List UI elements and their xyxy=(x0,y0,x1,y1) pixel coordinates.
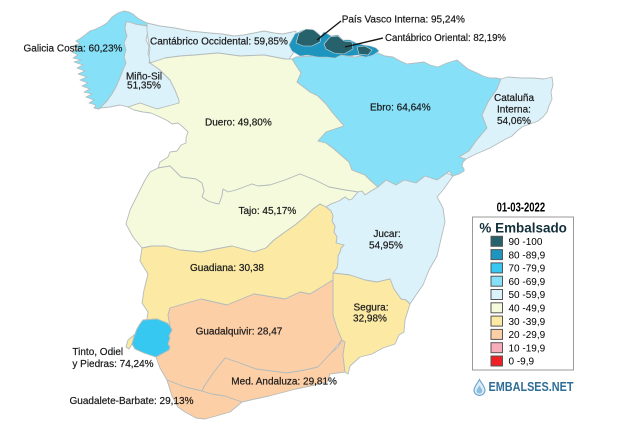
svg-text:Ebro: 64,64%: Ebro: 64,64% xyxy=(370,103,431,114)
svg-text:Med. Andaluza: 29,81%: Med. Andaluza: 29,81% xyxy=(231,377,337,388)
svg-text:Duero: 49,80%: Duero: 49,80% xyxy=(205,118,272,129)
svg-text:54,06%: 54,06% xyxy=(497,116,531,127)
svg-text:32,98%: 32,98% xyxy=(353,314,387,325)
svg-text:Cantábrico Oriental: 82,19%: Cantábrico Oriental: 82,19% xyxy=(385,33,506,44)
svg-text:01-03-2022: 01-03-2022 xyxy=(497,200,545,215)
svg-text:Guadalquivir: 28,47: Guadalquivir: 28,47 xyxy=(196,327,283,338)
svg-text:51,35%: 51,35% xyxy=(127,81,161,92)
svg-text:Tajo: 45,17%: Tajo: 45,17% xyxy=(239,206,297,217)
svg-text:60 -69,9: 60 -69,9 xyxy=(509,277,546,288)
svg-text:Interna:: Interna: xyxy=(497,105,531,116)
svg-text:Guadiana: 30,38: Guadiana: 30,38 xyxy=(190,263,264,274)
svg-text:Segura:: Segura: xyxy=(353,303,388,314)
svg-text:Tinto, Odiel: Tinto, Odiel xyxy=(72,347,123,358)
svg-text:70 -79,9: 70 -79,9 xyxy=(509,264,546,275)
svg-text:20 -29,9: 20 -29,9 xyxy=(509,330,546,341)
svg-text:% Embalsado: % Embalsado xyxy=(479,221,567,236)
svg-text:Guadalete-Barbate: 29,13%: Guadalete-Barbate: 29,13% xyxy=(70,396,194,407)
svg-text:54,95%: 54,95% xyxy=(369,241,403,252)
svg-text:EMBALSES.NET: EMBALSES.NET xyxy=(489,379,574,394)
svg-text:90 -100: 90 -100 xyxy=(509,237,543,248)
svg-text:50 -59,9: 50 -59,9 xyxy=(509,290,546,301)
svg-text:y Piedras: 74,24%: y Piedras: 74,24% xyxy=(72,359,153,370)
svg-text:40 -49,9: 40 -49,9 xyxy=(509,304,546,315)
svg-text:Cataluña: Cataluña xyxy=(494,93,534,104)
svg-text:30 -39,9: 30 -39,9 xyxy=(509,317,546,328)
svg-text:Miño-Sil: Miño-Sil xyxy=(126,72,162,83)
svg-text:Galicia Costa: 60,23%: Galicia Costa: 60,23% xyxy=(24,44,123,55)
svg-text:0 -9,9: 0 -9,9 xyxy=(509,357,535,368)
svg-text:80 -89,9: 80 -89,9 xyxy=(509,250,546,261)
svg-text:10 -19,9: 10 -19,9 xyxy=(509,343,546,354)
svg-text:Jucar:: Jucar: xyxy=(373,229,400,240)
svg-text:País Vasco Interna: 95,24%: País Vasco Interna: 95,24% xyxy=(342,14,465,25)
svg-text:Cantábrico Occidental: 59,85%: Cantábrico Occidental: 59,85% xyxy=(150,37,288,48)
